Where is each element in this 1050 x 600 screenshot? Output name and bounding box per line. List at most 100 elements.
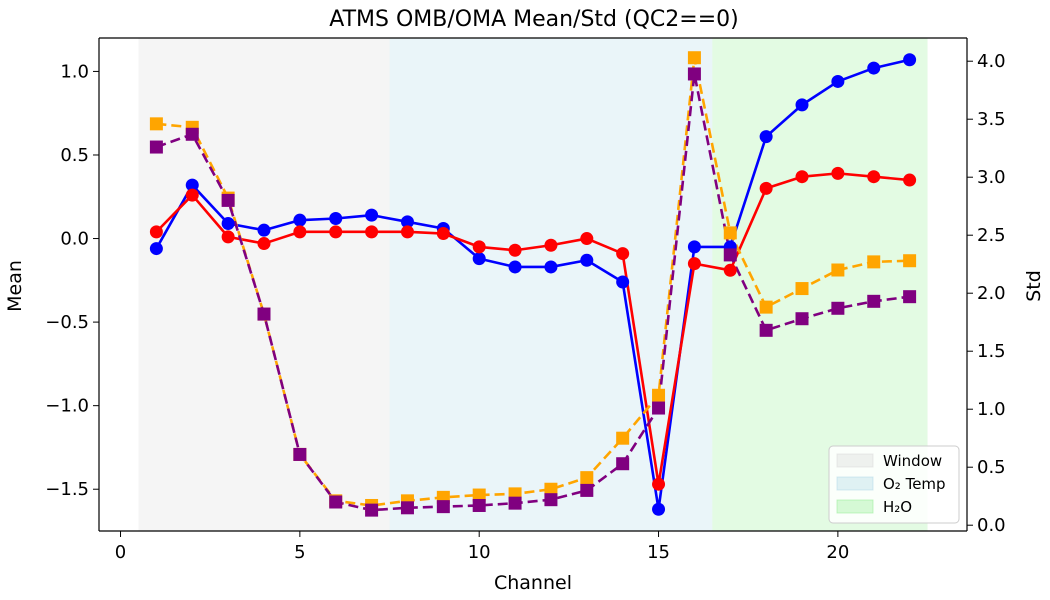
series-1-point (652, 477, 666, 491)
series-1-point (257, 237, 271, 251)
series-3-point (472, 498, 486, 512)
series-3-point (365, 503, 379, 517)
series-3-point (508, 496, 522, 510)
series-0-point (293, 213, 307, 227)
y-right-tick-label: 4.0 (977, 51, 1006, 72)
y-left-tick-label: −0.5 (45, 312, 89, 333)
y-right-tick-label: 2.0 (977, 283, 1006, 304)
series-3-point (149, 140, 163, 154)
series-0-line (155, 58, 910, 511)
y-right-tick-label: 0.5 (977, 457, 1006, 478)
series-1-point (903, 173, 917, 187)
x-tick-label: 0 (115, 542, 126, 563)
y-right-tick-label: 3.0 (977, 167, 1006, 188)
series-3-point (185, 127, 199, 141)
x-axis-title: Channel (494, 572, 572, 594)
series-1-point (759, 181, 773, 195)
series-3-point (580, 483, 594, 497)
series-0-point (580, 253, 594, 267)
series-3-point (257, 307, 271, 321)
x-tick-label: 5 (294, 542, 305, 563)
series-1-point (867, 170, 881, 184)
y-left-tick-label: −1.0 (45, 396, 89, 417)
series-2-point (616, 431, 630, 445)
series-2-point (903, 254, 917, 268)
series-0-point (149, 242, 163, 256)
series-0-point (400, 215, 414, 229)
series-3-point (436, 500, 450, 514)
series-3-point (759, 323, 773, 337)
y-right-tick-label: 2.5 (977, 225, 1006, 246)
series-3-point (831, 301, 845, 315)
y-right-tick-label: 1.0 (977, 399, 1006, 420)
series-0-point (508, 260, 522, 274)
series-3-point (329, 495, 343, 509)
series-0-point (472, 252, 486, 266)
legend-label-1: O₂ Temp (883, 475, 946, 493)
series-1-line (155, 172, 910, 486)
legend-label-2: H₂O (883, 498, 912, 516)
series-2-point (687, 51, 701, 65)
series-0-point (652, 502, 666, 516)
series-0-point (831, 74, 845, 88)
y-axis-right-title: Std (1023, 270, 1045, 302)
band-1 (389, 38, 713, 531)
series-1-point (795, 170, 809, 184)
series-0-point (867, 61, 881, 75)
series-3-point (723, 248, 737, 262)
series-0-point (257, 223, 271, 237)
series-1-point (723, 263, 737, 277)
series-3-point (293, 447, 307, 461)
series-1-point (329, 225, 343, 239)
series-1-point (687, 257, 701, 271)
band-0 (138, 38, 390, 531)
series-1-point (831, 166, 845, 180)
series-1-point (365, 225, 379, 239)
series-0-point (903, 53, 917, 67)
y-left-tick-label: 0.5 (60, 145, 89, 166)
series-0-point (185, 178, 199, 192)
series-0-point (687, 240, 701, 254)
series-1-point (508, 243, 522, 257)
series-3-point (867, 294, 881, 308)
series-1-point (293, 225, 307, 239)
series-3-point (652, 401, 666, 415)
series-3-point (616, 457, 630, 471)
series-2-point (759, 300, 773, 314)
x-tick-label: 10 (468, 542, 491, 563)
legend-swatch-1 (836, 476, 874, 491)
series-3-point (221, 193, 235, 207)
y-left-tick-label: 0.0 (60, 229, 89, 250)
series-2-point (723, 226, 737, 240)
y-right-tick-label: 1.5 (977, 341, 1006, 362)
chart-title: ATMS OMB/OMA Mean/Std (QC2==0) (329, 7, 738, 32)
series-3-point (687, 67, 701, 81)
series-2-point (580, 471, 594, 485)
series-1-point (221, 230, 235, 244)
y-left-tick-label: 1.0 (60, 61, 89, 82)
x-tick-label: 15 (647, 542, 670, 563)
series-1-point (616, 247, 630, 261)
series-2-point (149, 117, 163, 131)
series-2-point (831, 263, 845, 277)
series-0-point (544, 260, 558, 274)
series-1-point (400, 225, 414, 239)
series-0-point (795, 98, 809, 112)
legend-swatch-0 (836, 453, 874, 468)
series-0-point (221, 217, 235, 231)
series-3-point (544, 493, 558, 507)
series-0-point (759, 130, 773, 144)
legend-label-0: Window (883, 452, 942, 470)
series-1-point (436, 227, 450, 241)
series-1-point (185, 188, 199, 202)
series-0-point (329, 211, 343, 225)
series-2-point (652, 388, 666, 402)
series-3-point (795, 312, 809, 326)
legend-box (828, 445, 960, 524)
series-3-point (400, 501, 414, 515)
series-3-point (903, 290, 917, 304)
y-left-tick-label: −1.5 (45, 479, 89, 500)
y-right-tick-label: 3.5 (977, 109, 1006, 130)
series-3-line (155, 72, 910, 512)
